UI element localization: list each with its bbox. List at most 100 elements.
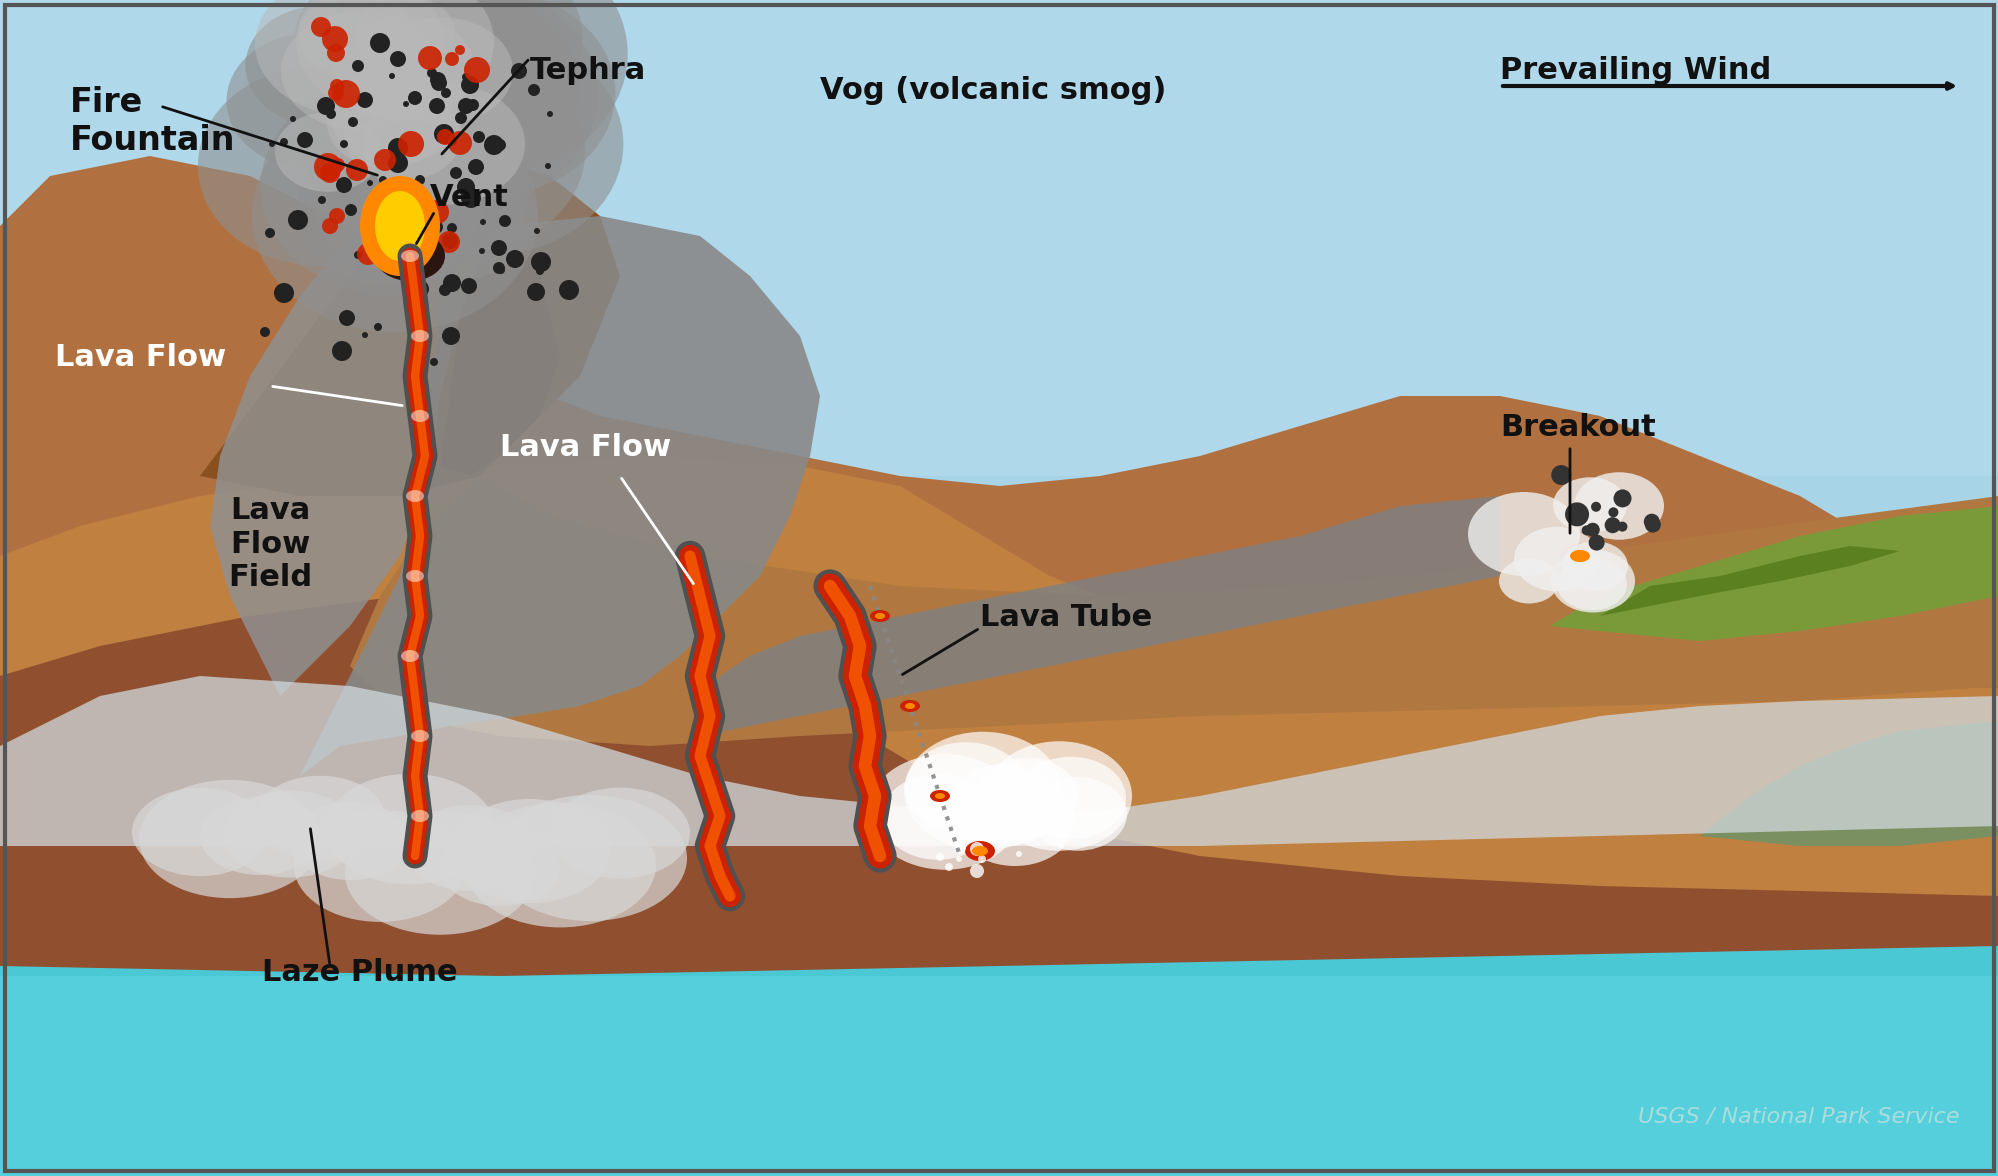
- Ellipse shape: [226, 33, 392, 168]
- Circle shape: [531, 252, 551, 272]
- Circle shape: [380, 222, 408, 250]
- Circle shape: [448, 223, 458, 233]
- Circle shape: [977, 855, 985, 863]
- Circle shape: [328, 85, 344, 101]
- Ellipse shape: [935, 793, 945, 799]
- Ellipse shape: [350, 33, 623, 255]
- Ellipse shape: [198, 66, 442, 266]
- Ellipse shape: [402, 250, 420, 262]
- Circle shape: [322, 26, 348, 52]
- Ellipse shape: [955, 776, 1075, 866]
- Polygon shape: [0, 596, 1998, 976]
- Ellipse shape: [450, 799, 609, 903]
- Ellipse shape: [294, 0, 460, 107]
- Circle shape: [374, 323, 382, 330]
- Circle shape: [322, 218, 338, 234]
- Circle shape: [330, 208, 346, 223]
- Circle shape: [434, 123, 454, 143]
- Circle shape: [388, 138, 408, 158]
- Ellipse shape: [334, 15, 474, 120]
- Circle shape: [1644, 516, 1660, 533]
- Circle shape: [274, 283, 294, 303]
- Circle shape: [440, 283, 452, 296]
- Ellipse shape: [224, 790, 358, 877]
- Text: Lava Flow: Lava Flow: [500, 433, 671, 462]
- Ellipse shape: [1029, 777, 1127, 850]
- Ellipse shape: [1552, 477, 1626, 533]
- Ellipse shape: [300, 0, 416, 80]
- Ellipse shape: [260, 76, 529, 296]
- Polygon shape: [1698, 721, 1998, 846]
- Ellipse shape: [929, 790, 949, 802]
- Circle shape: [527, 283, 545, 301]
- Circle shape: [412, 212, 424, 223]
- Ellipse shape: [328, 78, 448, 168]
- Circle shape: [450, 167, 462, 179]
- Circle shape: [527, 83, 539, 96]
- Circle shape: [535, 267, 543, 275]
- Ellipse shape: [326, 774, 496, 884]
- Ellipse shape: [296, 0, 494, 116]
- Circle shape: [398, 222, 414, 238]
- Polygon shape: [699, 496, 1498, 736]
- Circle shape: [390, 51, 406, 67]
- Circle shape: [430, 220, 444, 234]
- Circle shape: [348, 116, 358, 127]
- Circle shape: [1608, 507, 1618, 517]
- Circle shape: [408, 91, 422, 105]
- Ellipse shape: [338, 24, 484, 142]
- Circle shape: [1584, 522, 1598, 536]
- Circle shape: [352, 60, 364, 72]
- Circle shape: [260, 327, 270, 338]
- Text: Fire
Fountain: Fire Fountain: [70, 86, 236, 158]
- Circle shape: [380, 176, 388, 183]
- Circle shape: [418, 46, 442, 71]
- Circle shape: [340, 310, 356, 326]
- Ellipse shape: [875, 613, 885, 619]
- Circle shape: [318, 196, 326, 203]
- Circle shape: [370, 33, 390, 53]
- Circle shape: [390, 73, 396, 79]
- Text: Vog (volcanic smog): Vog (volcanic smog): [819, 76, 1165, 105]
- Circle shape: [456, 112, 468, 123]
- Circle shape: [468, 159, 484, 175]
- Ellipse shape: [294, 810, 466, 922]
- Circle shape: [953, 842, 965, 854]
- Circle shape: [1642, 514, 1658, 529]
- Ellipse shape: [334, 0, 565, 175]
- Circle shape: [1564, 502, 1588, 527]
- Ellipse shape: [290, 802, 410, 880]
- Circle shape: [969, 864, 983, 878]
- Circle shape: [398, 131, 424, 158]
- Ellipse shape: [975, 757, 1077, 834]
- Ellipse shape: [376, 230, 446, 281]
- Ellipse shape: [903, 731, 1061, 850]
- Polygon shape: [1548, 506, 1998, 641]
- Circle shape: [446, 52, 460, 66]
- Circle shape: [444, 274, 462, 292]
- Circle shape: [320, 163, 340, 183]
- Circle shape: [354, 250, 362, 259]
- Ellipse shape: [905, 742, 1027, 834]
- Ellipse shape: [246, 7, 390, 126]
- Text: Laze Plume: Laze Plume: [262, 958, 458, 987]
- Circle shape: [266, 228, 276, 238]
- Ellipse shape: [406, 490, 424, 502]
- Polygon shape: [0, 856, 1998, 1176]
- Ellipse shape: [965, 841, 995, 861]
- Circle shape: [404, 101, 410, 107]
- Circle shape: [288, 211, 308, 230]
- Ellipse shape: [328, 0, 579, 191]
- Ellipse shape: [412, 330, 430, 342]
- Circle shape: [388, 153, 408, 173]
- Circle shape: [1580, 526, 1590, 535]
- Circle shape: [462, 73, 470, 81]
- Ellipse shape: [1556, 557, 1626, 610]
- Polygon shape: [210, 196, 480, 696]
- Circle shape: [545, 163, 551, 169]
- Circle shape: [336, 178, 352, 193]
- Ellipse shape: [404, 806, 535, 891]
- Ellipse shape: [1498, 559, 1558, 603]
- Ellipse shape: [412, 410, 430, 422]
- Ellipse shape: [869, 610, 889, 622]
